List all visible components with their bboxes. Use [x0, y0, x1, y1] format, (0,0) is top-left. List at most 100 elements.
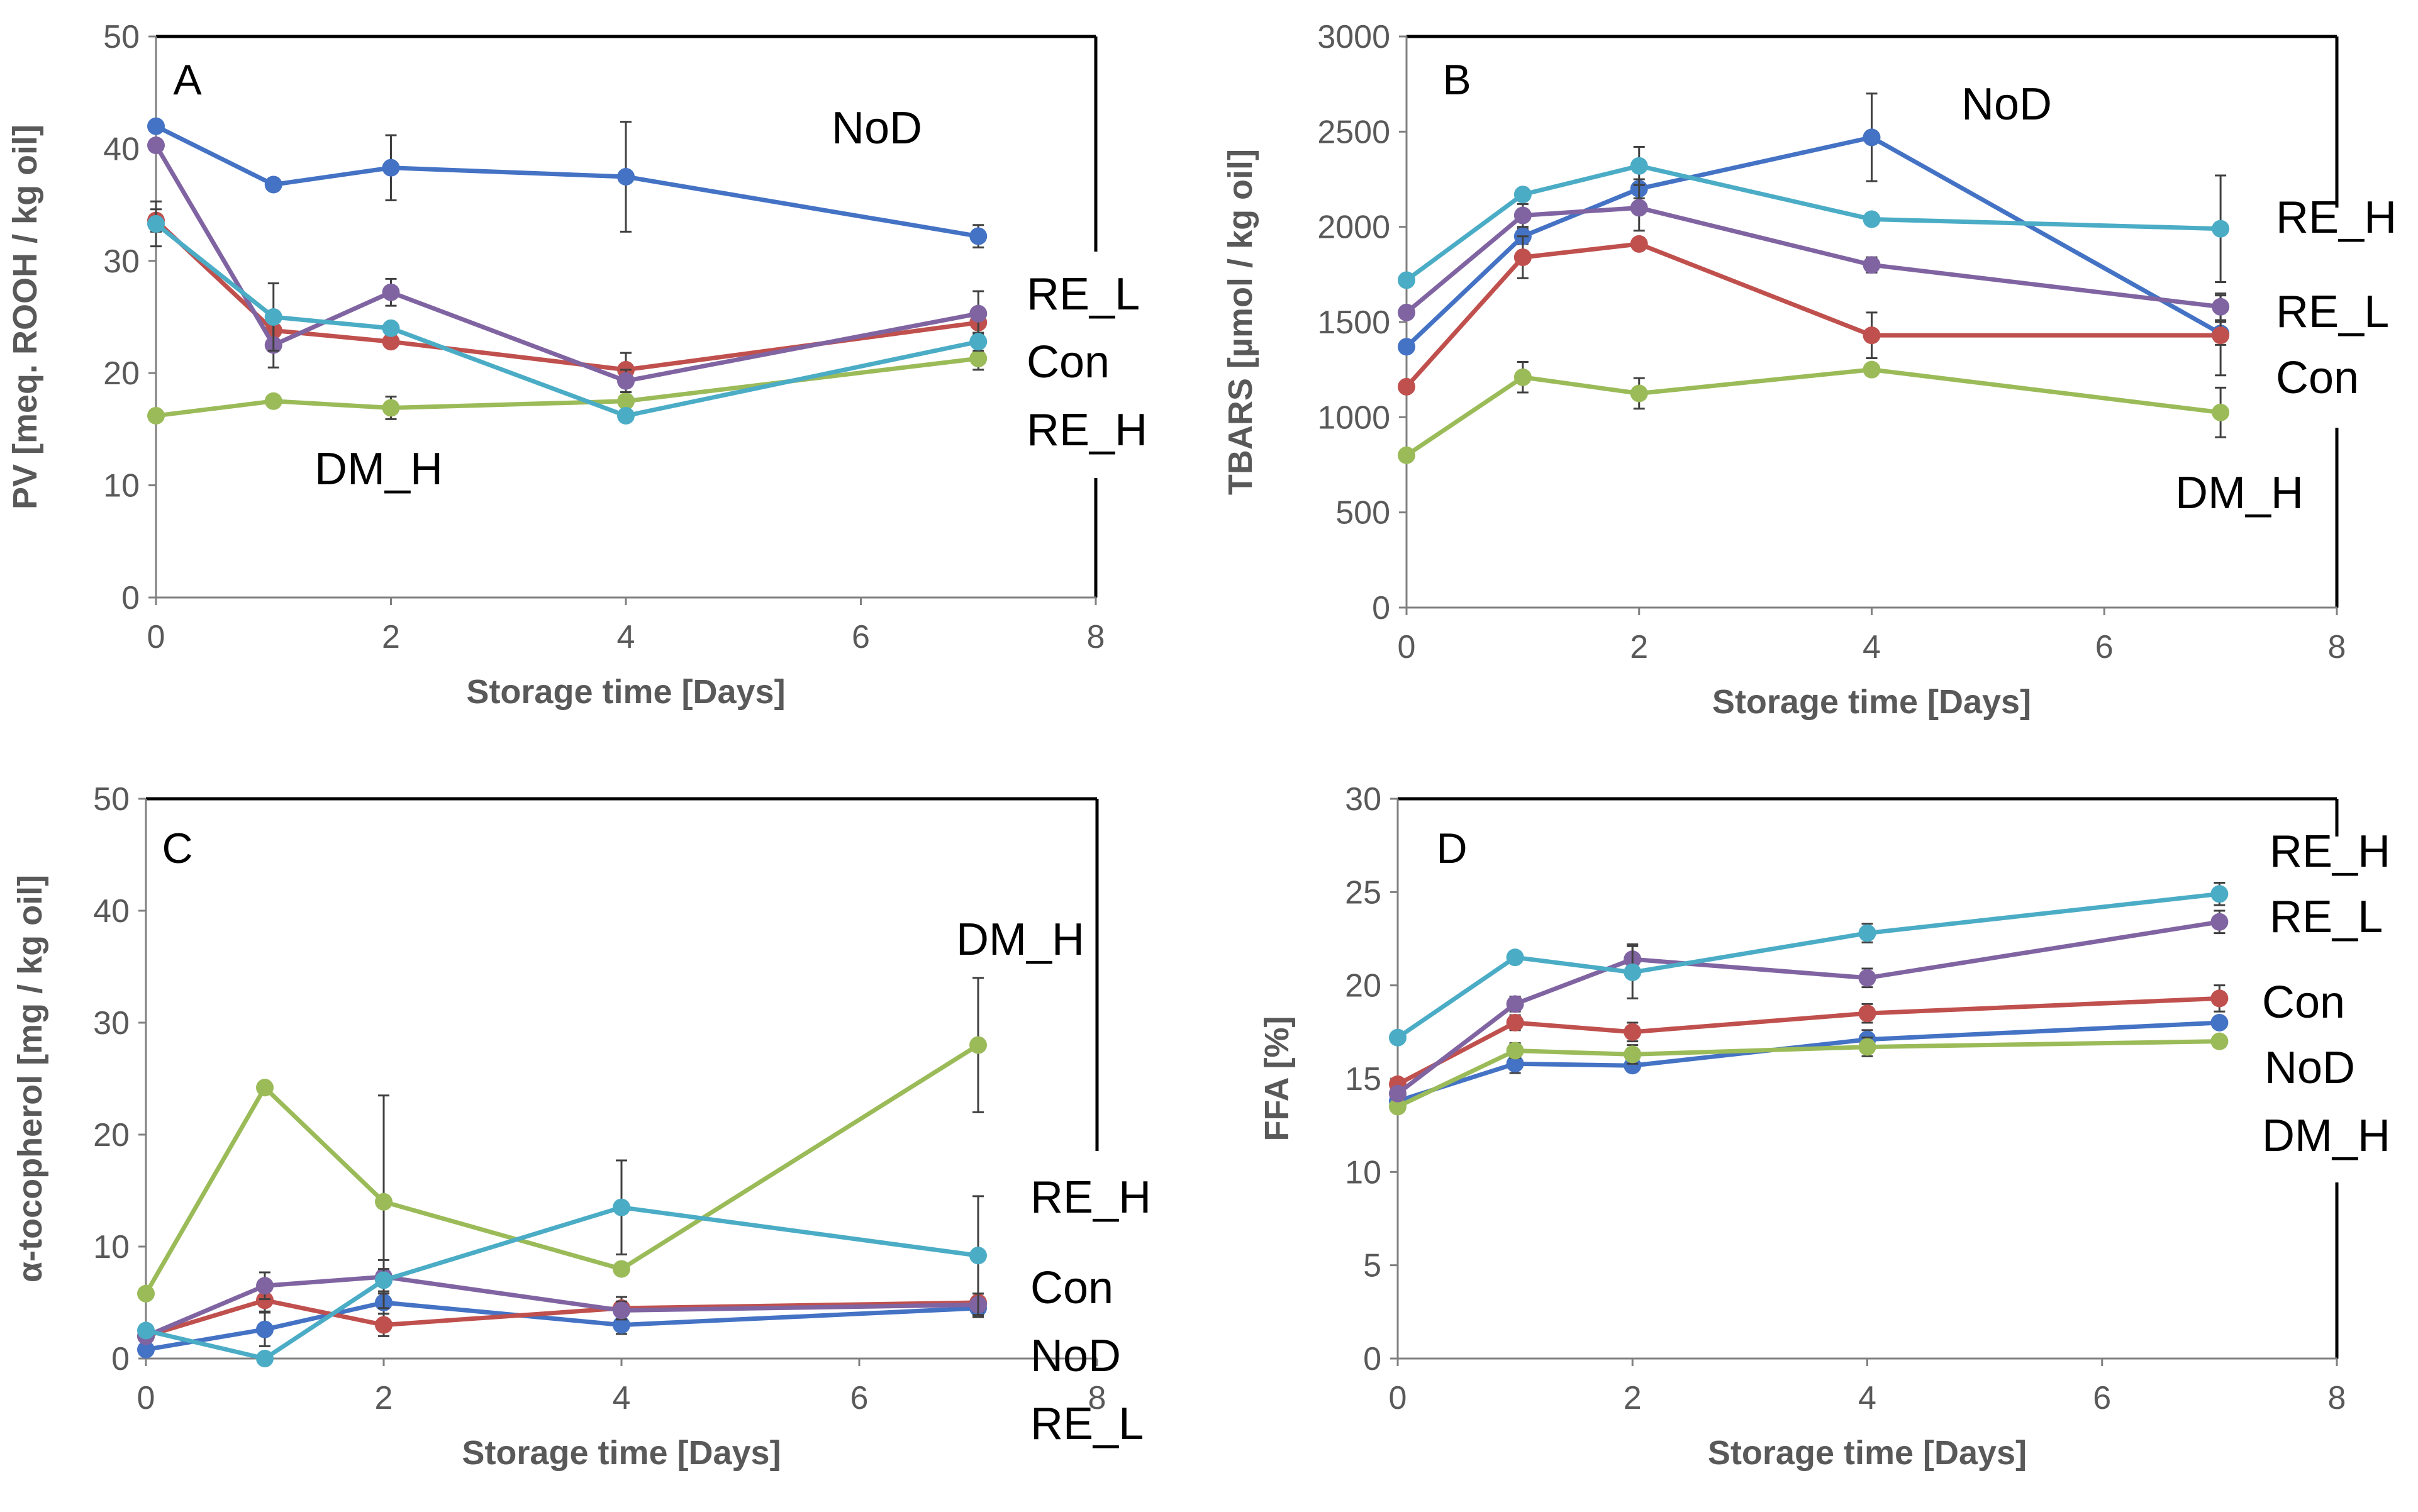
x-tick-label: 0 — [1398, 629, 1416, 665]
data-point — [1389, 1098, 1407, 1116]
y-tick-label: 30 — [103, 243, 140, 280]
series-label-re-h: RE_H — [2276, 192, 2397, 243]
x-axis-title: Storage time [Days] — [466, 673, 785, 711]
series-label-re-h: RE_H — [1027, 405, 1147, 455]
data-point — [147, 117, 165, 135]
data-point — [1506, 948, 1524, 967]
data-point — [2210, 885, 2229, 903]
panel-b: 0 500 1000 1500 2000 2500 3000 0 2 4 6 8 Storage tim… — [1222, 19, 2397, 721]
x-axis-title: Storage time [Days] — [1708, 1434, 2027, 1472]
data-point — [2210, 989, 2229, 1008]
data-point — [613, 1301, 630, 1320]
series-label-re-l: RE_L — [1030, 1399, 1144, 1449]
y-tick-label: 40 — [103, 131, 140, 167]
x-tick-label: 0 — [137, 1380, 155, 1416]
y-tick-label: 25 — [1345, 874, 1381, 911]
data-point — [613, 1198, 630, 1216]
panel-letter: B — [1442, 56, 1471, 104]
x-tick-label: 8 — [2328, 629, 2346, 665]
y-axis-title: FFA [%] — [1258, 1016, 1296, 1142]
data-point — [382, 158, 400, 177]
series-re-h — [1398, 146, 2230, 289]
series-con — [1398, 235, 2230, 396]
data-point — [969, 304, 988, 323]
x-tick-label: 2 — [375, 1380, 393, 1416]
data-point — [256, 1277, 274, 1295]
series-dm-h — [147, 346, 988, 425]
y-axis-title: α-tocopherol [mg / kg oil] — [11, 875, 49, 1282]
data-point — [1863, 360, 1881, 379]
data-point — [2210, 1014, 2229, 1031]
y-tick-label: 2500 — [1317, 114, 1390, 150]
data-point — [969, 333, 988, 351]
data-point — [1506, 1055, 1524, 1073]
data-point — [2212, 326, 2230, 345]
data-point — [1630, 199, 1648, 217]
series-label-dm-h: DM_H — [2175, 468, 2304, 518]
y-tick-label: 15 — [1345, 1061, 1381, 1098]
series-nod — [147, 117, 988, 248]
y-tick-label: 50 — [103, 19, 140, 55]
series-re-h — [137, 1159, 987, 1367]
x-tick-label: 6 — [2093, 1380, 2111, 1416]
y-tick-label: 2000 — [1317, 209, 1390, 246]
series-label-re-h: RE_H — [2270, 826, 2390, 877]
data-point — [375, 1192, 393, 1211]
panel-letter: C — [162, 825, 192, 872]
data-point — [1630, 157, 1648, 175]
y-axis-title: TBARS [µmol / kg oil] — [1222, 149, 1259, 495]
series-label-dm-h: DM_H — [956, 914, 1084, 965]
y-tick-label: 10 — [93, 1229, 130, 1265]
data-point — [1398, 303, 1415, 321]
x-tick-label: 4 — [613, 1380, 631, 1416]
data-point — [2212, 297, 2230, 316]
data-point — [1863, 128, 1881, 147]
data-point — [1630, 235, 1648, 253]
data-point — [137, 1321, 155, 1340]
y-tick-label: 500 — [1335, 495, 1390, 531]
y-tick-label: 5 — [1363, 1248, 1381, 1284]
data-point — [1863, 210, 1881, 228]
y-tick-label: 10 — [103, 468, 140, 504]
data-point — [969, 350, 988, 368]
panel-d: 0 5 10 15 20 25 30 0 2 4 6 8 Storage time [Days] FFA … — [1258, 781, 2390, 1472]
data-point — [382, 399, 400, 417]
x-tick-label: 8 — [2328, 1380, 2346, 1416]
x-axis-title: Storage time [Days] — [462, 1434, 781, 1472]
data-point — [1863, 256, 1881, 274]
x-tick-label: 6 — [852, 619, 870, 655]
data-point — [2210, 1032, 2229, 1050]
y-axis-title: PV [meq. ROOH / kg oil] — [6, 125, 44, 509]
data-point — [1624, 963, 1642, 981]
series-label-nod: NoD — [832, 103, 922, 153]
data-point — [147, 406, 165, 425]
series-label-con: Con — [2262, 977, 2345, 1028]
y-tick-label: 0 — [1372, 590, 1390, 626]
y-tick-label: 30 — [1345, 781, 1381, 818]
y-tick-label: 0 — [121, 580, 140, 616]
panel-c: 0 10 20 30 40 50 0 2 4 6 8 Storage time [Days] α-toc… — [11, 781, 1151, 1472]
series-label-re-h: RE_H — [1030, 1172, 1151, 1223]
y-tick-label: 20 — [103, 355, 140, 392]
data-point — [1624, 1023, 1642, 1041]
data-point — [969, 227, 988, 245]
panel-a: 0 10 20 30 40 50 0 2 4 6 8 Storage time [Days] PV [m… — [6, 19, 1147, 711]
data-point — [147, 214, 165, 233]
data-point — [256, 1079, 274, 1097]
y-tick-label: 0 — [111, 1341, 130, 1377]
x-axis-title: Storage time [Days] — [1712, 683, 2031, 721]
data-point — [1389, 1084, 1407, 1103]
series-re-h — [1389, 882, 2229, 1047]
y-tick-label: 3000 — [1317, 19, 1390, 55]
data-point — [1513, 206, 1532, 225]
x-tick-label: 4 — [1863, 629, 1881, 665]
data-point — [1398, 446, 1415, 464]
data-point — [1858, 969, 1876, 987]
panel-letter: A — [173, 56, 202, 104]
data-point — [969, 1036, 987, 1054]
x-tick-label: 0 — [1389, 1380, 1407, 1416]
series-re-l — [1398, 184, 2230, 321]
data-point — [1506, 995, 1524, 1013]
data-point — [617, 372, 635, 390]
